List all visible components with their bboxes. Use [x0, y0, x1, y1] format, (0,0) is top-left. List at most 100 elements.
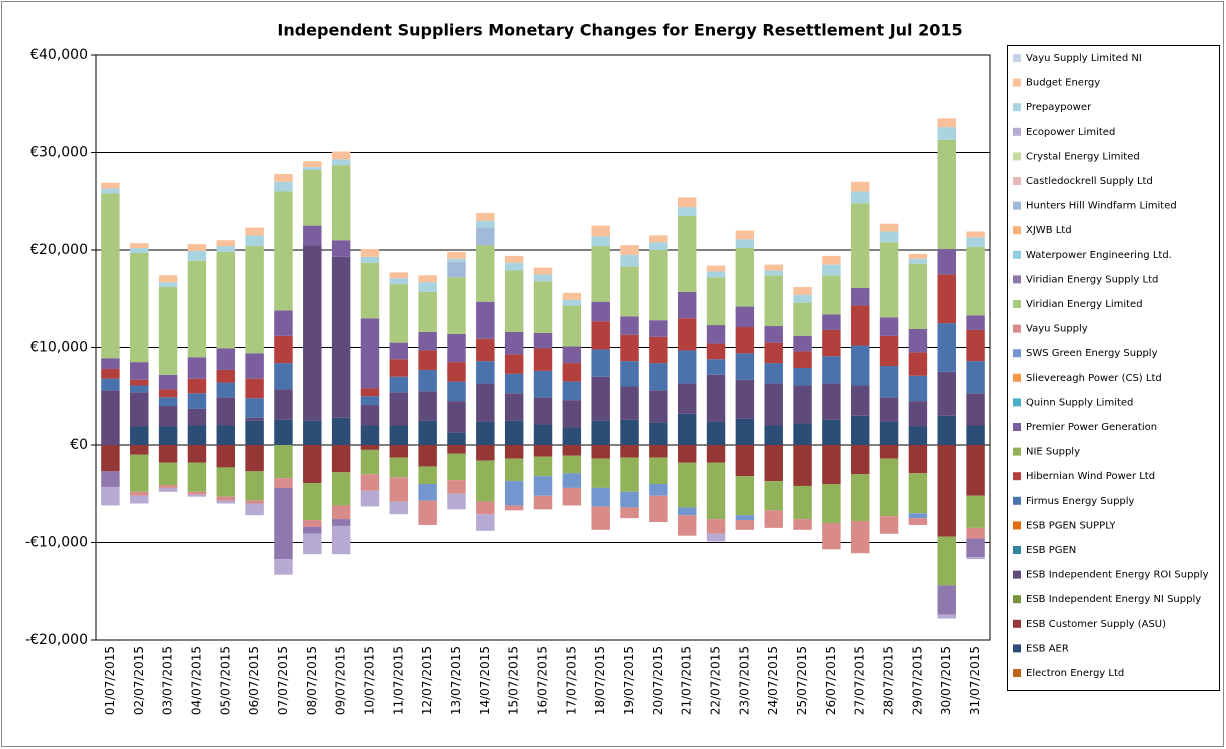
bar-segment	[822, 356, 841, 384]
bar-segment	[101, 390, 120, 445]
bar-segment	[331, 445, 351, 473]
bar-segment	[937, 614, 956, 619]
bar-segment	[303, 245, 322, 421]
bar-segment	[476, 227, 495, 246]
bar-segment	[476, 361, 495, 384]
bar-segment	[822, 383, 841, 420]
bar-segment	[360, 249, 380, 257]
bar-segment	[706, 271, 726, 278]
bar-segment	[158, 406, 178, 427]
x-tick-label: 11/07/2015	[391, 646, 405, 715]
bar-segment	[822, 314, 841, 330]
bar-segment	[101, 193, 120, 359]
bar-segment	[504, 270, 524, 332]
bar-segment	[158, 426, 178, 445]
bar-segment	[533, 332, 553, 349]
legend-swatch	[1013, 669, 1021, 677]
bar-segment	[735, 418, 755, 445]
bar-segment	[533, 274, 553, 282]
legend-label: XJWB Ltd	[1026, 225, 1072, 236]
bar-segment	[706, 359, 726, 375]
bar-segment	[303, 225, 322, 246]
bar-segment	[735, 379, 755, 419]
bar-segment	[677, 318, 697, 351]
bar-segment	[562, 305, 582, 347]
bar-segment	[850, 288, 870, 306]
bar-segment	[418, 331, 437, 351]
bar-segment	[158, 282, 178, 288]
bar-segment	[447, 333, 466, 363]
bar-segment	[735, 306, 755, 328]
bar-segment	[533, 445, 553, 457]
legend-swatch	[1013, 250, 1021, 259]
bar-segment	[245, 500, 264, 504]
bar-segment	[504, 505, 524, 511]
bar-segment	[389, 272, 409, 279]
bar-segment	[764, 481, 783, 511]
bar-segment	[187, 260, 207, 358]
bar-segment	[360, 449, 380, 475]
bar-segment	[447, 277, 466, 334]
bar-segment	[735, 327, 755, 354]
bar-segment	[476, 421, 495, 445]
bar-segment	[764, 510, 783, 528]
bar-segment	[331, 165, 351, 241]
bar-segment	[677, 462, 697, 508]
bar-segment	[879, 223, 899, 232]
bar-segment	[533, 370, 553, 398]
bar-segment	[447, 493, 466, 510]
x-tick-label: 09/07/2015	[334, 646, 348, 715]
bar-segment	[274, 478, 293, 488]
legend-swatch	[1013, 103, 1021, 112]
bar-segment	[591, 420, 610, 445]
bar-segment	[735, 515, 755, 521]
bar-segment	[447, 432, 466, 445]
bar-segment	[562, 381, 582, 401]
bar-segment	[274, 191, 293, 311]
bar-segment	[649, 363, 668, 391]
bar-segment	[418, 282, 437, 292]
bar-segment	[937, 323, 956, 372]
bar-segment	[360, 318, 380, 389]
bar-segment	[187, 250, 207, 261]
x-tick-label: 07/07/2015	[276, 646, 290, 715]
bar-segment	[620, 316, 639, 335]
legend-label: Viridian Energy Limited	[1026, 299, 1143, 310]
bar-segment	[476, 383, 495, 422]
bar-segment	[187, 445, 207, 463]
bar-segment	[504, 262, 524, 271]
bar-segment	[101, 378, 120, 391]
bar-segment	[187, 462, 207, 492]
bar-segment	[130, 491, 149, 496]
legend-label: Firmus Energy Supply	[1026, 496, 1135, 507]
bar-segment	[591, 458, 610, 488]
bar-segment	[245, 227, 264, 236]
bar-segment	[504, 445, 524, 459]
legend-label: SWS Green Energy Supply	[1026, 348, 1158, 359]
x-tick-label: 22/07/2015	[709, 646, 723, 715]
x-tick-label: 04/07/2015	[189, 646, 203, 715]
bar-segment	[187, 244, 207, 251]
bar-segment	[389, 359, 409, 377]
bar-segment	[764, 270, 783, 276]
bar-segment	[764, 264, 783, 271]
bar-segment	[850, 191, 870, 204]
bar-segment	[562, 346, 582, 364]
x-tick-label: 28/07/2015	[882, 646, 896, 715]
bar-segment	[130, 392, 149, 427]
bar-segment	[908, 513, 928, 519]
bar-segment	[130, 445, 149, 455]
bar-segment	[389, 477, 409, 502]
bar-segment	[101, 358, 120, 369]
bar-segment	[937, 536, 956, 586]
bar-segment	[418, 500, 437, 525]
bar-segment	[591, 445, 610, 459]
x-tick-label: 31/07/2015	[968, 646, 982, 715]
bar-segment	[476, 445, 495, 461]
bar-segment	[677, 383, 697, 414]
bar-segment	[879, 421, 899, 445]
bar-segment	[187, 378, 207, 394]
legend-swatch	[1013, 595, 1021, 604]
bar-segment	[879, 458, 899, 517]
